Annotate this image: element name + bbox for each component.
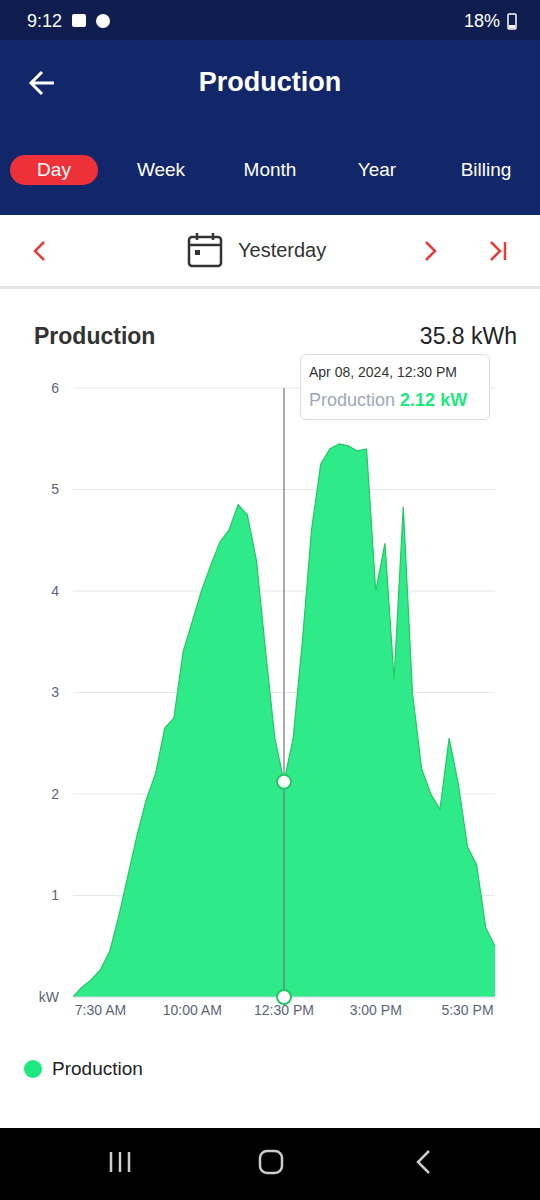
svg-text:5: 5 bbox=[51, 481, 59, 497]
html-text:Year: Year bbox=[357, 159, 397, 180]
html-text:Apr 08, 2024, 12:30 PM: Apr 08, 2024, 12:30 PM bbox=[309, 364, 457, 380]
html-text:Billing: Billing bbox=[460, 159, 512, 180]
svg-text:10:00 AM: 10:00 AM bbox=[163, 1002, 222, 1018]
html-text:Day: Day bbox=[37, 159, 71, 180]
svg-text:5:30 PM: 5:30 PM bbox=[441, 1002, 493, 1018]
svg-text:2: 2 bbox=[51, 786, 59, 802]
svg-text:3: 3 bbox=[51, 684, 59, 700]
svg-text:3:00 PM: 3:00 PM bbox=[350, 1002, 402, 1018]
svg-text:7:30 AM: 7:30 AM bbox=[75, 1002, 126, 1018]
html-text:Month: Month bbox=[243, 159, 297, 180]
html-text:Production: Production bbox=[52, 1058, 143, 1079]
svg-text:kW: kW bbox=[39, 989, 60, 1005]
svg-text:4: 4 bbox=[51, 583, 59, 599]
html-text:18%: 18% bbox=[464, 11, 500, 31]
svg-text:1: 1 bbox=[51, 887, 59, 903]
html-text:Week: Week bbox=[136, 159, 186, 180]
html-text:Production: Production bbox=[34, 323, 156, 349]
html-text:Yesterday: Yesterday bbox=[238, 239, 327, 261]
svg-text:6: 6 bbox=[51, 380, 59, 396]
html-text:35.8 kWh: 35.8 kWh bbox=[419, 323, 517, 349]
html-text:9:12: 9:12 bbox=[27, 11, 62, 31]
html-text:Production 2.12 kW: Production 2.12 kW bbox=[309, 390, 468, 410]
html-text:Production: Production bbox=[198, 67, 342, 97]
svg-text:12:30 PM: 12:30 PM bbox=[254, 1002, 314, 1018]
